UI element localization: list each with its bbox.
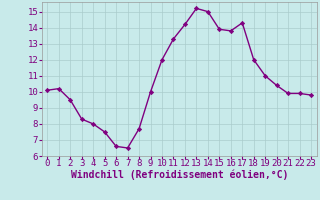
X-axis label: Windchill (Refroidissement éolien,°C): Windchill (Refroidissement éolien,°C) (70, 170, 288, 180)
